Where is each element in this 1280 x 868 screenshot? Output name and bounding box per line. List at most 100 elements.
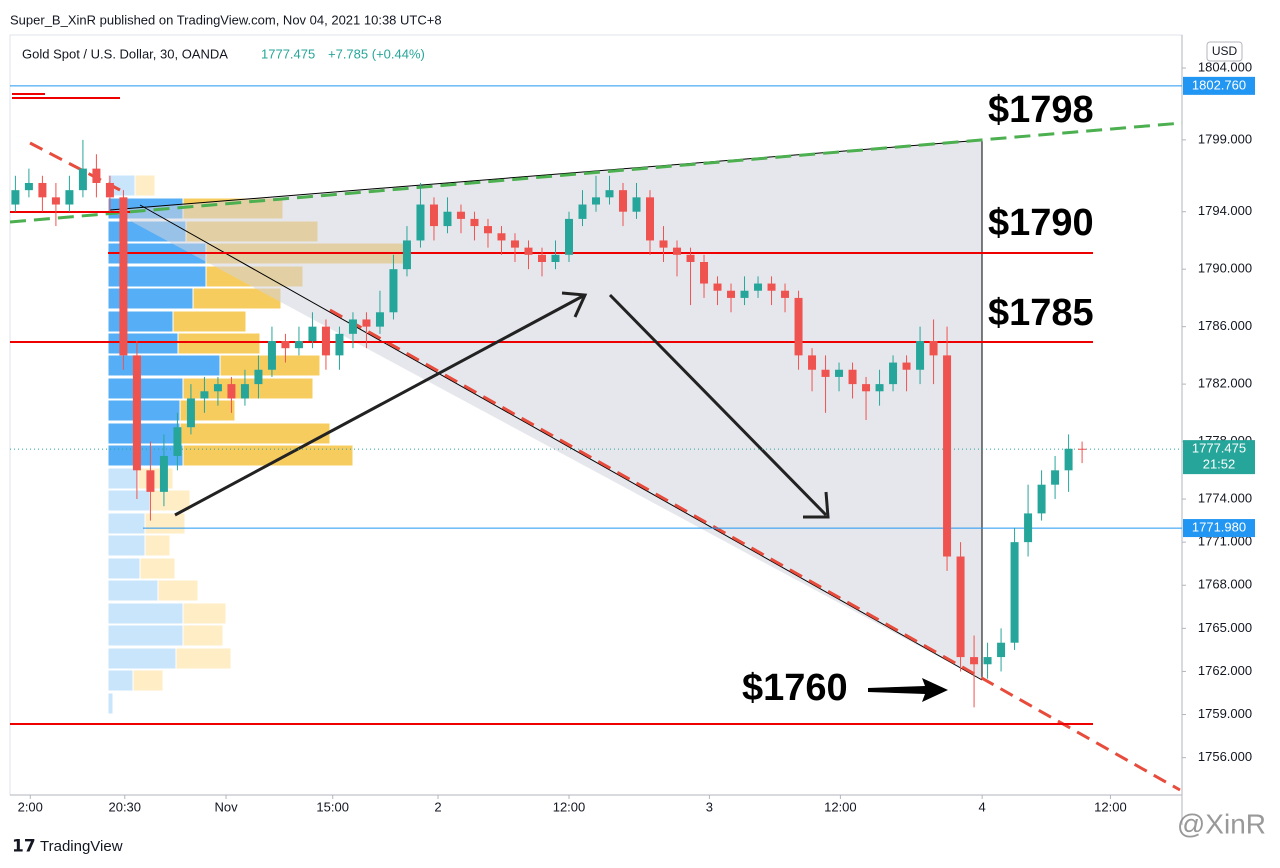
price-label: 1771.980 [1192, 520, 1246, 535]
candle-body [497, 233, 506, 241]
brand: TradingView [40, 838, 123, 855]
candle-body [213, 384, 222, 392]
trend-line [139, 204, 983, 681]
annotation: $1790 [988, 202, 1094, 244]
arrow [174, 294, 584, 517]
volume-bar [107, 467, 139, 490]
candle-body [848, 369, 857, 385]
volume-bar [144, 534, 171, 557]
volume-bar [107, 444, 184, 467]
candle-body [308, 326, 317, 342]
volume-bar [107, 310, 174, 333]
volume-bar [144, 512, 186, 535]
candle-body [524, 247, 533, 255]
candle-body [510, 240, 519, 248]
y-tick-label: 1794.000 [1198, 203, 1252, 218]
candle-body [281, 341, 290, 349]
candle-body [92, 168, 101, 183]
y-tick-label: 1759.000 [1198, 706, 1252, 721]
candle-body [173, 427, 182, 456]
arrow [608, 293, 828, 517]
candle-body [943, 355, 952, 557]
candle-body [983, 657, 992, 665]
volume-bar [107, 557, 141, 580]
candle-body [808, 355, 817, 370]
candle-body [821, 369, 830, 377]
candle-body [632, 197, 641, 212]
candle-body [537, 254, 546, 262]
price-label-time: 21:52 [1203, 457, 1236, 472]
candle-body [443, 211, 452, 227]
volume-bar [107, 692, 114, 715]
candle-body [1037, 484, 1046, 514]
y-tick-label: 1762.000 [1198, 663, 1252, 678]
annotation: $1760 [742, 667, 848, 709]
volume-bar [149, 489, 191, 512]
candle-body [619, 190, 628, 212]
candle-body [335, 333, 344, 356]
volume-bar [172, 310, 247, 333]
annotation: $1798 [988, 89, 1094, 131]
dashed-resistance [9, 121, 1183, 224]
candle-body [551, 254, 560, 262]
candle-body [794, 297, 803, 356]
candle-body [227, 384, 236, 399]
candle-body [348, 319, 357, 334]
candle-body [11, 190, 20, 205]
volume-bar [107, 399, 181, 422]
price-label-box [1183, 76, 1255, 95]
currency-box[interactable] [1206, 41, 1243, 62]
candle-body [956, 556, 965, 658]
candle-body [727, 290, 736, 298]
candle-body [105, 182, 114, 198]
candle-body [659, 240, 668, 248]
candle-body [186, 398, 195, 428]
candle-body [875, 384, 884, 392]
candle-body [65, 190, 74, 205]
x-tick-label: 3 [706, 799, 713, 814]
x-tick-label: 12:00 [824, 799, 857, 814]
candle-body [132, 355, 141, 471]
candle-body [254, 369, 263, 385]
candle-body [240, 384, 249, 399]
candle-body [646, 197, 655, 241]
candle-body [1078, 448, 1087, 450]
y-tick-label: 1799.000 [1198, 131, 1252, 146]
candle-body [119, 197, 128, 356]
price-label-box [1183, 440, 1255, 475]
currency: USD [1212, 44, 1238, 58]
y-tick-label: 1782.000 [1198, 376, 1252, 391]
candle-body [605, 190, 614, 198]
symbol: Gold Spot / U.S. Dollar, 30, OANDA [22, 46, 228, 61]
candle-body [970, 657, 979, 665]
candle-body [1010, 542, 1019, 643]
y-tick-label: 1765.000 [1198, 620, 1252, 635]
candle-body [686, 254, 695, 262]
candle-body [38, 182, 47, 198]
price-label-box [1183, 519, 1255, 538]
candle-body [294, 341, 303, 349]
y-tick-label: 1768.000 [1198, 577, 1252, 592]
y-tick-label: 1790.000 [1198, 261, 1252, 276]
candle-body [1064, 448, 1073, 471]
volume-bar [107, 422, 181, 445]
x-tick-label: 20:30 [108, 799, 141, 814]
candle-body [889, 362, 898, 385]
volume-bar [179, 422, 331, 445]
candle-body [592, 197, 600, 205]
x-tick-label: 15:00 [316, 799, 349, 814]
triangle-zone [110, 140, 982, 680]
volume-bar [107, 512, 146, 535]
candle-body [402, 240, 411, 270]
dashed-support [329, 308, 1181, 792]
candle-body [902, 362, 911, 370]
candle-body [416, 204, 425, 241]
candle-body [483, 226, 492, 234]
published-line: Super_B_XinR published on TradingView.co… [10, 12, 442, 27]
candle-body [375, 312, 384, 327]
candle-body [767, 283, 776, 291]
candle-body [321, 326, 330, 356]
volume-bar [107, 647, 177, 670]
candle-body [578, 204, 587, 219]
